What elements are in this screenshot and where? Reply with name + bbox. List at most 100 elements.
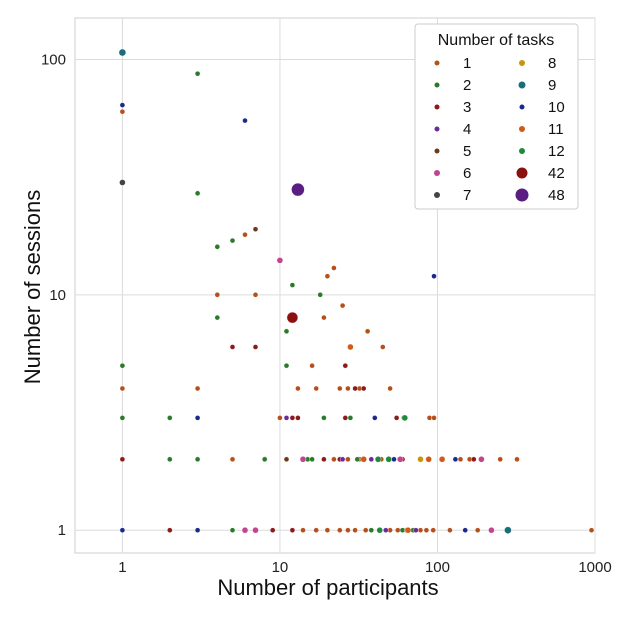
data-point xyxy=(252,292,259,298)
data-point xyxy=(119,385,126,392)
legend-marker xyxy=(434,82,440,88)
data-point xyxy=(242,117,248,124)
data-point xyxy=(430,527,436,533)
data-point xyxy=(194,456,201,462)
data-point xyxy=(360,456,367,463)
data-point xyxy=(352,385,358,392)
legend-marker xyxy=(518,81,526,89)
data-point xyxy=(368,456,374,462)
legend-label: 1 xyxy=(463,55,471,72)
data-point xyxy=(283,415,290,421)
data-point xyxy=(241,527,249,534)
data-point xyxy=(354,456,360,462)
data-point xyxy=(337,527,343,533)
data-point xyxy=(401,414,408,422)
legend-title: Number of tasks xyxy=(438,32,554,49)
data-point xyxy=(194,70,201,77)
legend-marker xyxy=(519,104,525,110)
data-point xyxy=(337,385,343,392)
data-point xyxy=(321,314,327,321)
legend-marker xyxy=(434,60,440,66)
data-point xyxy=(194,527,201,533)
data-point xyxy=(194,190,201,197)
data-point xyxy=(313,385,319,392)
legend-label: 42 xyxy=(548,165,565,182)
data-point xyxy=(167,415,173,421)
data-point xyxy=(417,456,424,463)
legend-label: 48 xyxy=(548,187,565,204)
data-point xyxy=(387,385,393,392)
data-point xyxy=(270,527,276,533)
data-point xyxy=(262,456,268,462)
x-tick-label: 1 xyxy=(118,559,126,576)
data-point xyxy=(252,344,259,350)
data-point xyxy=(118,48,127,57)
data-point xyxy=(252,226,259,232)
data-point xyxy=(385,456,392,463)
data-point xyxy=(431,273,437,279)
data-point xyxy=(372,415,378,421)
data-point xyxy=(283,363,290,369)
data-point xyxy=(417,527,424,533)
data-point xyxy=(229,344,236,350)
data-point xyxy=(347,343,354,351)
data-point xyxy=(374,456,382,463)
data-point xyxy=(324,273,331,279)
legend-marker xyxy=(434,192,440,198)
data-point xyxy=(309,456,315,462)
legend-marker xyxy=(515,188,529,202)
legend-marker xyxy=(519,126,525,132)
y-tick-label: 100 xyxy=(41,51,66,68)
data-point xyxy=(404,527,412,534)
data-point xyxy=(276,257,284,264)
data-point xyxy=(447,527,453,533)
data-point xyxy=(321,415,327,421)
legend-marker xyxy=(434,170,440,176)
data-point xyxy=(345,456,351,462)
data-points xyxy=(118,48,595,534)
data-point xyxy=(194,385,201,392)
x-tick-label: 100 xyxy=(425,559,450,576)
x-axis-label: Number of participants xyxy=(217,575,438,600)
legend-marker xyxy=(434,126,440,132)
data-point xyxy=(286,311,299,324)
y-tick-label: 10 xyxy=(49,287,66,304)
legend-label: 5 xyxy=(463,143,471,160)
data-point xyxy=(393,415,400,421)
data-point xyxy=(331,265,337,271)
data-point xyxy=(300,527,306,533)
data-point xyxy=(119,102,126,108)
data-point xyxy=(426,415,433,421)
data-point xyxy=(413,527,419,533)
data-point xyxy=(167,527,173,533)
data-point xyxy=(478,456,485,463)
data-point xyxy=(289,282,296,288)
data-point xyxy=(376,527,383,534)
legend-label: 2 xyxy=(463,77,471,94)
legend-box xyxy=(414,23,579,210)
y-tick-label: 1 xyxy=(58,522,66,539)
data-point xyxy=(309,363,315,369)
legend-marker xyxy=(434,104,440,110)
data-point xyxy=(252,527,259,534)
legend-label: 6 xyxy=(463,165,471,182)
legend-label: 8 xyxy=(548,55,556,72)
data-point xyxy=(277,415,283,421)
data-point xyxy=(423,527,430,533)
legend-label: 7 xyxy=(463,187,471,204)
x-tick-label: 10 xyxy=(272,559,289,576)
data-point xyxy=(214,244,221,250)
data-point xyxy=(324,527,331,533)
data-point xyxy=(194,415,201,421)
data-point xyxy=(339,302,346,309)
data-point xyxy=(452,456,459,462)
data-point xyxy=(497,456,503,462)
data-point xyxy=(119,363,126,369)
data-point xyxy=(283,456,290,462)
data-point xyxy=(588,527,595,533)
legend-marker xyxy=(519,148,525,154)
data-point xyxy=(471,456,477,462)
data-point xyxy=(438,456,446,463)
